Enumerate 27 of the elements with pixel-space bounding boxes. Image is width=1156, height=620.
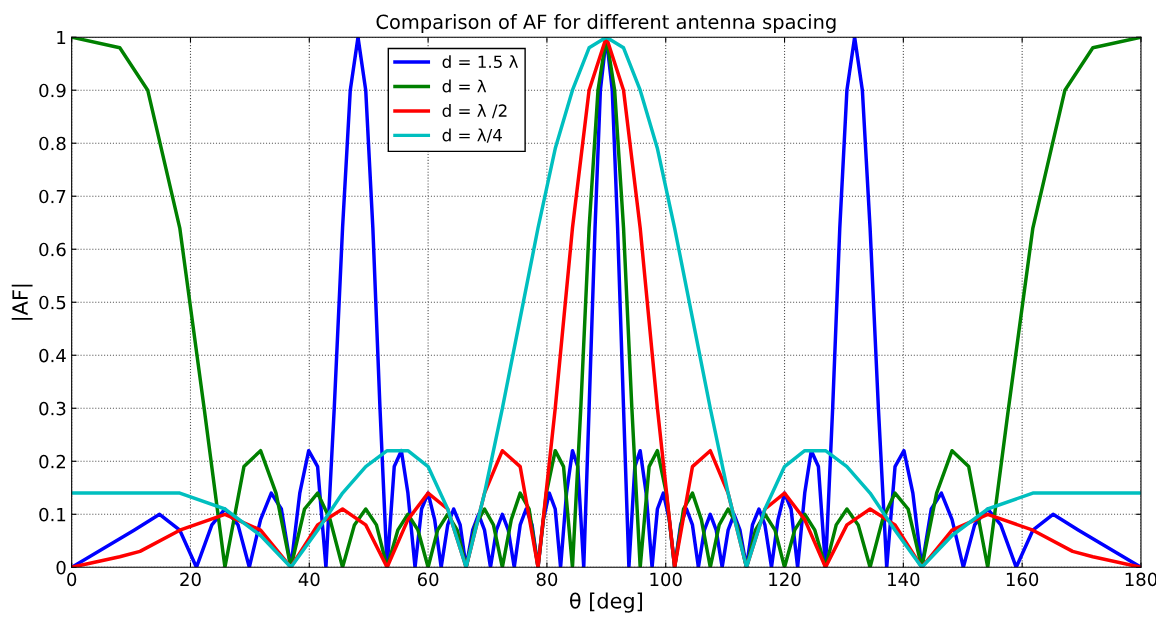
legend-label: d = λ /2 <box>442 104 507 119</box>
legend-label: d = 1.5 λ <box>442 55 518 69</box>
x-tick-label: 120 <box>769 572 801 587</box>
x-tick-label: 20 <box>180 572 201 587</box>
y-tick-label: 0.6 <box>39 242 66 257</box>
y-tick-label: 0.8 <box>39 136 66 151</box>
x-tick-label: 0 <box>67 572 77 587</box>
y-tick-label: 0.3 <box>39 401 66 416</box>
chart-title: Comparison of AF for different antenna spacing <box>376 14 836 33</box>
x-axis-title: θ [deg] <box>570 592 642 613</box>
legend-label: d = λ/4 <box>442 128 502 143</box>
x-tick-label: 60 <box>417 572 439 587</box>
x-tick-label: 80 <box>536 572 558 587</box>
x-tick-label: 160 <box>1006 572 1039 587</box>
y-tick-label: 0.2 <box>39 454 65 469</box>
y-tick-label: 0.1 <box>39 507 66 522</box>
x-tick-label: 40 <box>298 572 320 587</box>
y-tick-label: 0.9 <box>39 83 66 98</box>
y-tick-label: 0 <box>56 560 66 575</box>
x-tick-label: 100 <box>650 572 682 587</box>
x-tick-label: 140 <box>888 572 920 587</box>
y-tick-label: 0.4 <box>39 348 66 363</box>
legend-label: d = λ <box>442 79 487 93</box>
y-tick-label: 0.7 <box>39 189 66 204</box>
y-axis-title: |AF| <box>11 284 33 320</box>
y-tick-label: 0.5 <box>39 295 66 310</box>
y-tick-label: 1 <box>57 30 66 45</box>
